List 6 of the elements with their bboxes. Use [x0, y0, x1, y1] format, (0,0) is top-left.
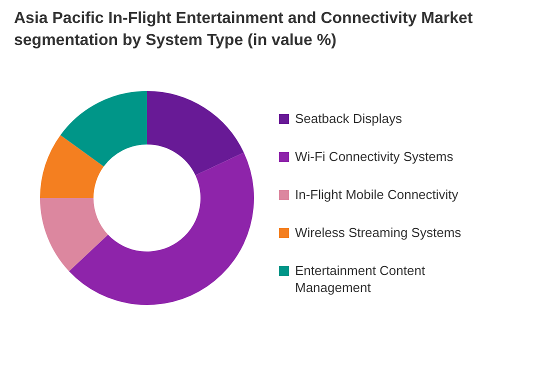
chart-title: Asia Pacific In-Flight Entertainment and Connectivity Market segmentation by System Type (in value %) [14, 9, 474, 51]
legend-label: Wi-Fi Connectivity Systems [295, 148, 454, 165]
legend-label: Seatback Displays [295, 110, 402, 127]
legend-label: Entertainment Content Management [295, 262, 426, 296]
legend-label: In-Flight Mobile Connectivity [295, 186, 458, 203]
legend-label: Wireless Streaming Systems [295, 224, 462, 241]
